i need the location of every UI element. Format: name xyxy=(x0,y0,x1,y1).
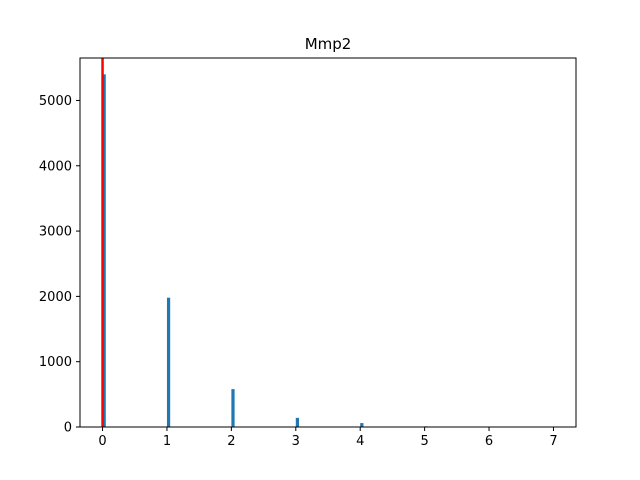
x-tick-label: 2 xyxy=(227,434,235,449)
y-tick-label: 5000 xyxy=(39,94,72,109)
bar-0 xyxy=(102,74,106,428)
x-tick-label: 5 xyxy=(420,434,428,449)
y-axis-ticks: 0 1000 2000 3000 4000 5000 xyxy=(39,94,80,436)
x-tick-label: 1 xyxy=(163,434,171,449)
bar-3 xyxy=(295,417,300,427)
plot-frame xyxy=(79,57,577,428)
bars xyxy=(102,74,557,428)
chart-title: Mmp2 xyxy=(305,35,352,53)
x-tick-label: 3 xyxy=(292,434,300,449)
y-tick-label: 4000 xyxy=(39,159,72,174)
y-tick-label: 3000 xyxy=(39,225,72,240)
x-axis-ticks: 0 1 2 3 4 5 6 7 xyxy=(98,427,558,449)
y-tick-label: 1000 xyxy=(39,355,72,370)
x-tick-label: 4 xyxy=(356,434,364,449)
bar-4 xyxy=(360,423,364,427)
bar-2 xyxy=(231,389,235,427)
bar-1 xyxy=(166,297,171,427)
x-tick-label: 0 xyxy=(98,434,106,449)
x-tick-label: 6 xyxy=(485,434,493,449)
y-tick-label: 0 xyxy=(64,421,72,436)
x-tick-label: 7 xyxy=(549,434,557,449)
y-tick-label: 2000 xyxy=(39,290,72,305)
